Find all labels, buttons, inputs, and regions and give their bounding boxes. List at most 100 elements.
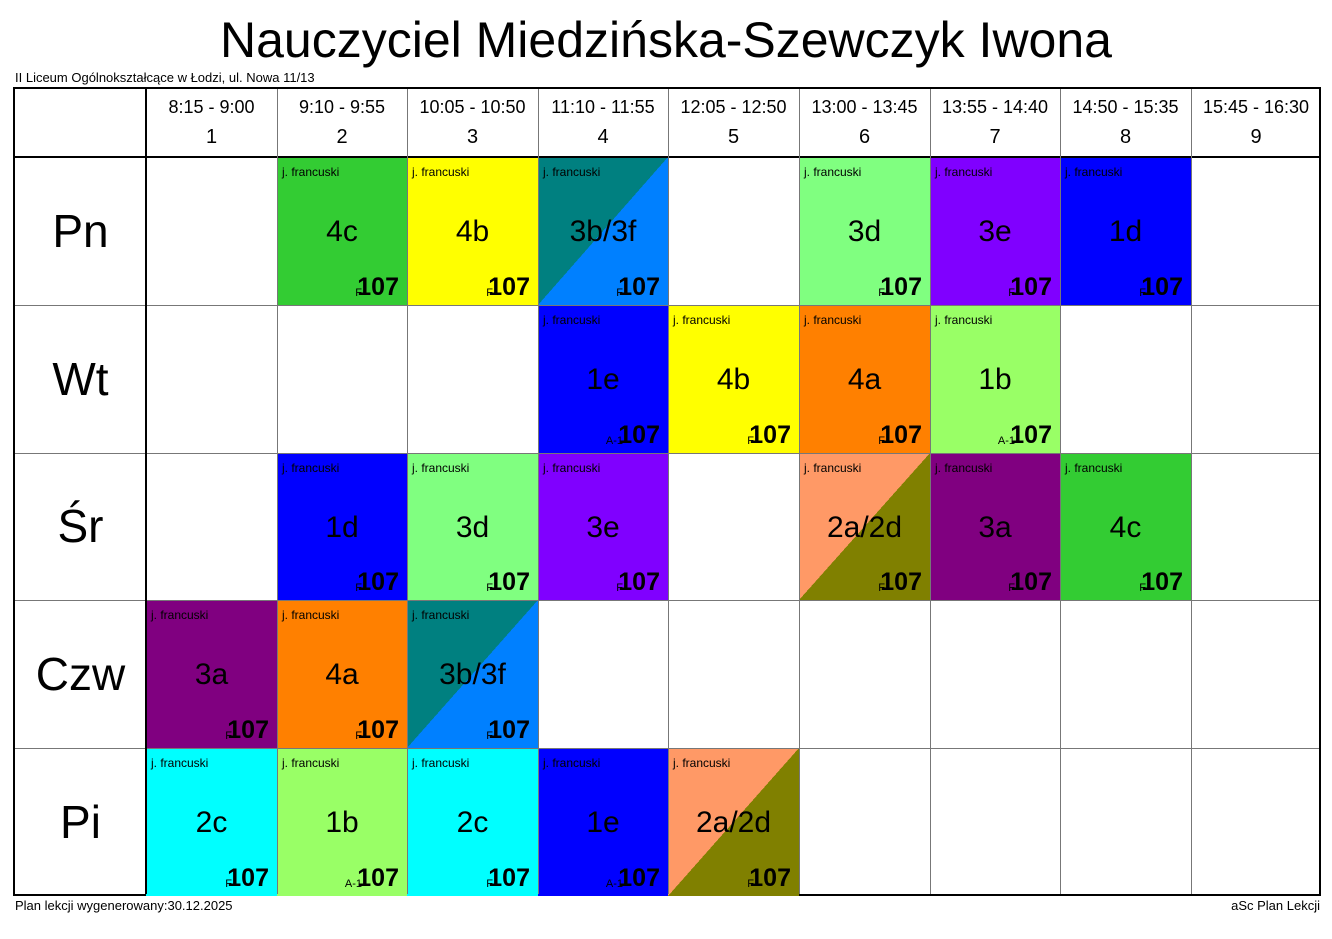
lesson-cell[interactable]: j. francuski 2a/2d F 107 [668, 748, 799, 896]
lesson-subject: j. francuski [543, 313, 601, 327]
lesson-group: F [616, 582, 623, 594]
lesson-subject: j. francuski [282, 165, 340, 179]
column-divider [799, 89, 800, 894]
period-header-4: 11:10 - 11:55 4 [538, 89, 668, 157]
lesson-room: 107 [488, 716, 530, 744]
lesson-cell[interactable]: j. francuski 3b/3f F 107 [407, 600, 538, 748]
lesson-class: 3e [586, 511, 620, 544]
lesson-class: 3d [455, 511, 490, 544]
lesson-cell[interactable]: j. francuski 1b A-1 107 [277, 748, 407, 896]
lesson-cell[interactable]: j. francuski 3d F 107 [407, 453, 538, 600]
lesson-room: 107 [357, 568, 399, 596]
lesson-cell[interactable]: j. francuski 4c F 107 [277, 157, 407, 305]
column-divider [930, 89, 931, 894]
lesson-cell[interactable]: j. francuski 1b A-1 107 [930, 305, 1060, 453]
page-title: Nauczyciel Miedzińska-Szewczyk Iwona [220, 12, 1112, 68]
lesson-room: 107 [227, 716, 269, 744]
period-header-6: 13:00 - 13:45 6 [799, 89, 930, 157]
period-number: 5 [727, 126, 740, 148]
lesson-group: F [616, 287, 623, 299]
lesson-cell[interactable]: j. francuski 4a F 107 [277, 600, 407, 748]
lesson-group: F [1139, 582, 1146, 594]
period-number: 3 [466, 126, 479, 148]
column-divider [1191, 89, 1192, 894]
lesson-subject: j. francuski [935, 313, 993, 327]
lesson-group: F [225, 878, 232, 890]
period-header-9: 15:45 - 16:30 9 [1191, 89, 1321, 157]
lesson-subject: j. francuski [412, 756, 470, 770]
lesson-group: F [878, 582, 885, 594]
lesson-cell[interactable]: j. francuski 3e F 107 [538, 453, 668, 600]
column-divider [277, 89, 278, 894]
lesson-cell[interactable]: j. francuski 3a F 107 [930, 453, 1060, 600]
day-label: Pi [60, 796, 101, 848]
lesson-room: 107 [618, 864, 660, 892]
lesson-subject: j. francuski [151, 756, 209, 770]
lesson-cell[interactable]: j. francuski 4c F 107 [1060, 453, 1191, 600]
period-number: 2 [336, 126, 348, 148]
period-header-5: 12:05 - 12:50 5 [668, 89, 799, 157]
lesson-class: 2c [195, 806, 228, 839]
lesson-group: F [355, 287, 362, 299]
lesson-cell[interactable]: j. francuski 3b/3f F 107 [538, 157, 668, 305]
lesson-cell[interactable]: j. francuski 2c F 107 [407, 748, 538, 896]
lesson-group: F [878, 287, 885, 299]
lesson-room: 107 [488, 273, 530, 301]
column-divider [668, 89, 669, 894]
lesson-class: 4a [847, 363, 882, 396]
lesson-class: 3a [194, 658, 229, 691]
lesson-group: F [486, 878, 493, 890]
lesson-class: 4b [716, 363, 751, 396]
period-header-2: 9:10 - 9:55 2 [277, 89, 407, 157]
lesson-group: F [878, 435, 885, 447]
period-number: 9 [1250, 126, 1262, 148]
lesson-room: 107 [227, 864, 269, 892]
lesson-room: 107 [488, 864, 530, 892]
row-divider [15, 305, 1319, 306]
lesson-cell[interactable]: j. francuski 1e A-1 107 [538, 305, 668, 453]
lesson-cell[interactable]: j. francuski 1d F 107 [1060, 157, 1191, 305]
lesson-group: F [1008, 582, 1015, 594]
lesson-cell[interactable]: j. francuski 4b F 107 [407, 157, 538, 305]
lesson-subject: j. francuski [804, 165, 862, 179]
lesson-cell[interactable]: j. francuski 3d F 107 [799, 157, 930, 305]
row-divider [15, 748, 1319, 749]
lesson-subject: j. francuski [282, 608, 340, 622]
period-time: 13:55 - 14:40 [941, 97, 1049, 117]
lesson-cell[interactable]: j. francuski 4b F 107 [668, 305, 799, 453]
lesson-cell[interactable]: j. francuski 3a F 107 [146, 600, 277, 748]
lesson-room: 107 [880, 273, 922, 301]
lesson-cell[interactable]: j. francuski 2a/2d F 107 [799, 453, 930, 600]
lesson-group: F [747, 435, 754, 447]
lesson-cell[interactable]: j. francuski 1e A-1 107 [538, 748, 668, 896]
period-header-8: 14:50 - 15:35 8 [1060, 89, 1191, 157]
lesson-class: 2c [456, 806, 489, 839]
lesson-room: 107 [1010, 273, 1052, 301]
lesson-subject: j. francuski [412, 461, 470, 475]
lesson-class: 4b [455, 215, 490, 248]
day-label: Wt [52, 353, 109, 405]
lesson-subject: j. francuski [543, 165, 601, 179]
lesson-subject: j. francuski [804, 461, 862, 475]
lesson-cell[interactable]: j. francuski 4a F 107 [799, 305, 930, 453]
period-time: 15:45 - 16:30 [1202, 97, 1310, 117]
lesson-class: 3d [847, 215, 882, 248]
lesson-room: 107 [1141, 568, 1183, 596]
lesson-cell[interactable]: j. francuski 2c F 107 [146, 748, 277, 896]
lesson-room: 107 [1010, 568, 1052, 596]
lesson-group: F [486, 287, 493, 299]
lesson-subject: j. francuski [673, 756, 731, 770]
lesson-class: 3b/3f [439, 658, 506, 691]
lesson-cell[interactable]: j. francuski 1d F 107 [277, 453, 407, 600]
lesson-room: 107 [1010, 421, 1052, 449]
lesson-cell[interactable]: j. francuski 3e F 107 [930, 157, 1060, 305]
lesson-group: F [1139, 287, 1146, 299]
lesson-room: 107 [357, 864, 399, 892]
lesson-class: 1b [325, 806, 359, 839]
lesson-group: A-1 [997, 435, 1015, 447]
lesson-group: F [486, 582, 493, 594]
column-divider [1060, 89, 1061, 894]
lesson-room: 107 [618, 421, 660, 449]
lesson-class: 4a [325, 658, 359, 691]
lesson-group: F [355, 582, 362, 594]
